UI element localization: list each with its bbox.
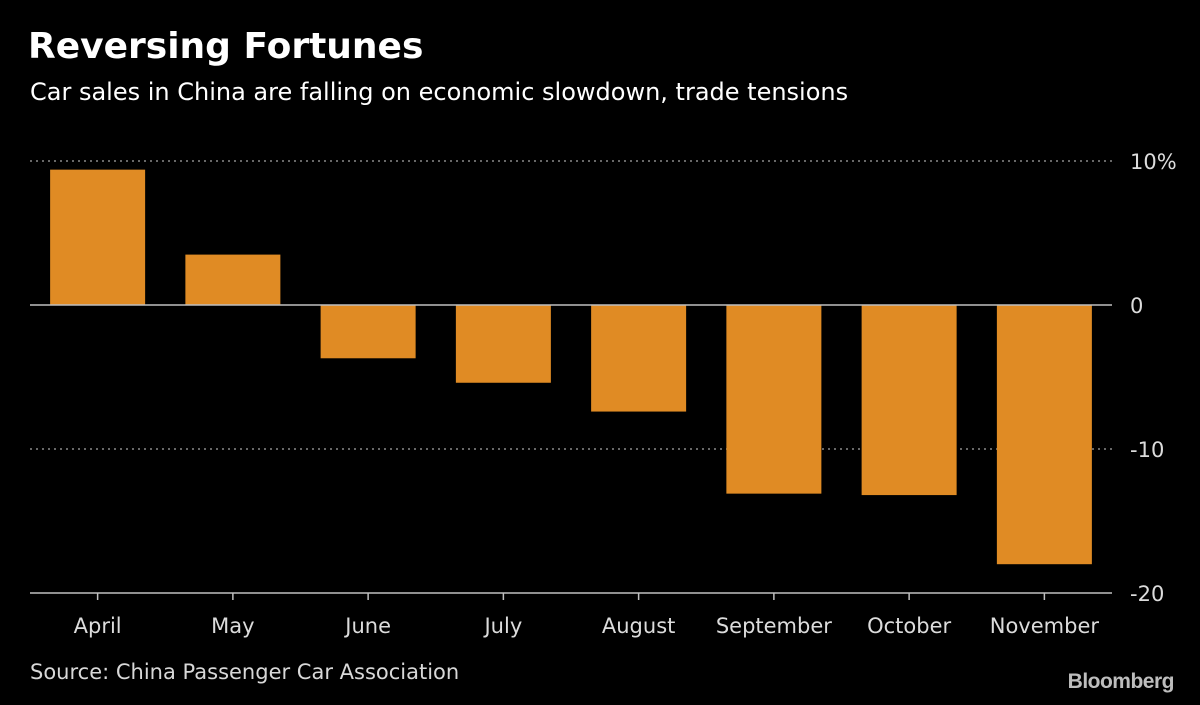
x-tick-label: June (343, 614, 391, 638)
bar (185, 254, 281, 305)
bars (50, 169, 1092, 565)
bar (861, 305, 957, 496)
x-tick-label: May (211, 614, 254, 638)
bar (591, 305, 687, 412)
y-tick-label: -20 (1130, 582, 1164, 606)
x-tick-label: July (482, 614, 522, 638)
x-tick-label: September (716, 614, 832, 638)
x-tick-label: October (867, 614, 951, 638)
y-tick-label: 10% (1130, 150, 1177, 174)
chart-title: Reversing Fortunes (28, 26, 424, 67)
chart-source: Source: China Passenger Car Association (30, 660, 460, 684)
y-tick-label: 0 (1130, 294, 1143, 318)
bar (726, 305, 822, 494)
bar (996, 305, 1092, 565)
bar (50, 169, 146, 305)
bloomberg-logo: Bloomberg (1067, 670, 1175, 693)
chart-subtitle: Car sales in China are falling on econom… (30, 78, 849, 106)
axes (30, 304, 1112, 600)
x-tick-label: November (990, 614, 1100, 638)
bar (320, 305, 416, 359)
x-tick-labels: April May June July August September October No… (74, 614, 1100, 638)
y-tick-labels: 10% 0 -10 -20 (1130, 150, 1177, 606)
x-tick-label: April (74, 614, 122, 638)
bar (455, 305, 551, 383)
y-tick-label: -10 (1130, 438, 1164, 462)
x-tick-label: August (602, 614, 676, 638)
